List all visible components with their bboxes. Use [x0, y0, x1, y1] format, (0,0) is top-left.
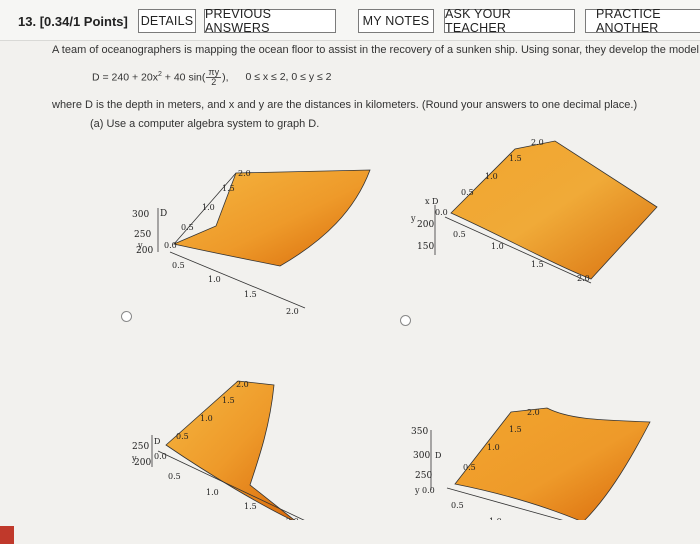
y-tick: 0.5	[463, 463, 476, 472]
y-axis-label: y	[410, 214, 416, 223]
x-tick: 1.0	[491, 242, 504, 251]
ask-your-teacher-button[interactable]: ASK YOUR TEACHER	[444, 7, 575, 35]
x-tick: 1.0	[208, 275, 221, 284]
graph-option-2[interactable]: x D y 200 150 0.0 0.5 1.0 1.5 2.0 0.5 1.…	[405, 135, 665, 295]
x-tick: 1.5	[244, 290, 257, 299]
x-axis-label: x	[425, 197, 430, 206]
y-axis-label: y	[131, 454, 137, 463]
x-tick: 0.5	[172, 261, 185, 270]
z-tick: 200	[417, 220, 434, 230]
y-tick: 1.0	[202, 203, 215, 212]
graph-option-4[interactable]: 350 300 D 250 y 0.0 0.5 1.0 1.5 2.0 0.5 …	[405, 400, 655, 528]
graph-option-1[interactable]: 300 D 250 200 y 0.0 0.5 1.0 1.5 2.0 0.5 …	[120, 140, 380, 320]
x-tick: 1.5	[244, 502, 257, 511]
variable-description: where D is the depth in meters, and x an…	[52, 99, 638, 111]
y-tick: 0.5	[176, 432, 189, 441]
z-tick: 200	[136, 246, 153, 256]
question-header: 13. [0.34/1 Points] DETAILS PREVIOUS ANS…	[0, 0, 700, 41]
y-tick: 2.0	[527, 408, 540, 417]
problem-prompt: A team of oceanographers is mapping the …	[52, 44, 699, 56]
graph-option-3[interactable]: 250 D 200 y 0.0 0.5 1.0 1.5 2.0 0.5 1.0 …	[120, 375, 330, 525]
graph-option-1-radio[interactable]	[121, 311, 132, 322]
y-tick: 2.0	[531, 138, 544, 147]
z-tick: 300	[413, 451, 430, 461]
model-formula: D = 240 + 20x2 + 40 sin(πy 2), 0 ≤ x ≤ 2,…	[92, 67, 332, 87]
surface	[172, 169, 371, 267]
z-axis-label: D	[435, 451, 441, 460]
y-tick: 2.0	[236, 380, 249, 389]
surface	[450, 140, 658, 280]
x-tick: 0.5	[168, 472, 181, 481]
y-tick: 1.5	[509, 425, 522, 434]
x-axis	[444, 216, 592, 284]
x-tick: 2.0	[286, 307, 299, 316]
z-axis-label: D	[432, 197, 438, 206]
origin-label: 0.0	[154, 452, 167, 461]
y-tick: 1.0	[487, 443, 500, 452]
z-axis-label: D	[160, 209, 167, 219]
my-notes-button[interactable]: MY NOTES	[358, 9, 434, 33]
graph-option-2-radio[interactable]	[400, 315, 411, 326]
details-button[interactable]: DETAILS	[138, 9, 196, 33]
practice-another-button[interactable]: PRACTICE ANOTHER	[585, 7, 700, 35]
x-tick: 1.0	[206, 488, 219, 497]
x-tick: 0.5	[453, 230, 466, 239]
surface	[165, 380, 299, 524]
z-tick: 150	[417, 242, 434, 252]
y-tick: 1.5	[509, 154, 522, 163]
y-tick: 2.0	[238, 169, 251, 178]
y-tick: 1.5	[222, 396, 235, 405]
taskbar-corner	[0, 526, 14, 544]
y-tick: 1.5	[222, 184, 235, 193]
part-a-prompt: (a) Use a computer algebra system to gra…	[90, 118, 320, 130]
origin-label: 0.0	[164, 241, 177, 250]
x-axis	[169, 251, 306, 309]
origin-label: 0.0	[422, 486, 435, 495]
z-tick: 200	[134, 458, 151, 468]
surface	[454, 407, 651, 523]
x-tick: 0.5	[451, 501, 464, 510]
x-axis	[446, 487, 584, 527]
previous-answers-button[interactable]: PREVIOUS ANSWERS	[204, 7, 336, 35]
y-axis-label: y	[414, 486, 420, 495]
question-number: 13. [0.34/1 Points]	[18, 14, 128, 29]
page-bottom-strip	[0, 520, 700, 544]
x-axis	[157, 450, 311, 524]
z-tick: 350	[411, 427, 428, 437]
y-tick: 0.5	[181, 223, 194, 232]
y-tick: 0.5	[461, 188, 474, 197]
y-tick: 1.0	[485, 172, 498, 181]
x-tick: 2.0	[577, 274, 590, 283]
y-axis-label: y	[137, 241, 143, 250]
z-axis-label: D	[154, 437, 160, 446]
z-tick: 300	[132, 210, 149, 220]
z-tick: 250	[134, 230, 151, 240]
z-tick: 250	[132, 442, 149, 452]
z-tick: 250	[415, 471, 432, 481]
y-tick: 1.0	[200, 414, 213, 423]
origin-label: 0.0	[435, 208, 448, 217]
x-tick: 1.5	[531, 260, 544, 269]
